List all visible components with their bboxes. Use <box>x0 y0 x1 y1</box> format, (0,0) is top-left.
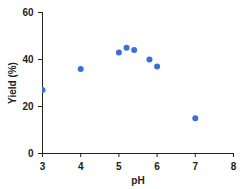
svg-text:60: 60 <box>22 7 34 18</box>
svg-text:8: 8 <box>231 161 237 172</box>
svg-text:4: 4 <box>78 161 84 172</box>
svg-text:7: 7 <box>193 161 199 172</box>
svg-text:3: 3 <box>40 161 46 172</box>
svg-text:5: 5 <box>116 161 122 172</box>
svg-text:40: 40 <box>22 54 34 65</box>
svg-text:6: 6 <box>154 161 160 172</box>
svg-text:0: 0 <box>28 148 34 159</box>
svg-text:Yield (%): Yield (%) <box>7 62 18 104</box>
svg-text:20: 20 <box>22 101 34 112</box>
svg-text:pH: pH <box>131 175 144 186</box>
